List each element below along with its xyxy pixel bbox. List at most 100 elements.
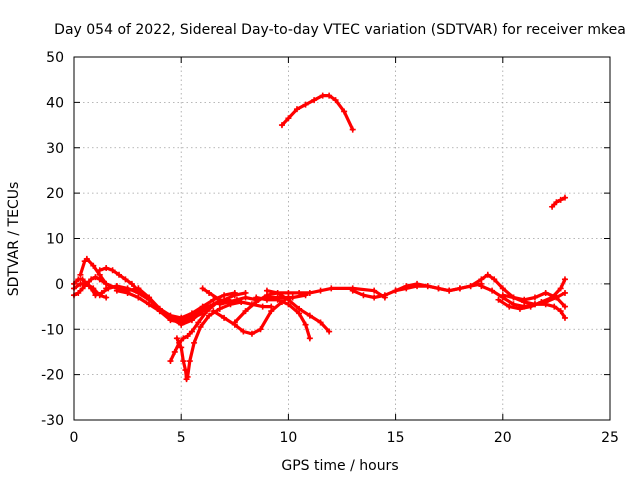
data-point — [231, 292, 238, 299]
data-point — [259, 303, 266, 310]
data-point — [531, 294, 538, 301]
data-point — [242, 294, 249, 301]
data-point — [146, 294, 153, 301]
data-point — [561, 314, 568, 321]
data-point — [96, 292, 103, 299]
data-point — [203, 308, 210, 315]
data-point — [332, 97, 339, 104]
data-point — [381, 292, 388, 299]
data-point — [302, 101, 309, 108]
data-point — [446, 287, 453, 294]
data-point — [83, 280, 90, 287]
y-tick-label: 10 — [46, 232, 64, 248]
data-point — [371, 287, 378, 294]
y-tick-label: -30 — [41, 413, 64, 429]
data-point — [122, 276, 129, 283]
series-line-arc-17 — [280, 93, 355, 132]
data-point — [306, 289, 313, 296]
data-point — [240, 328, 247, 335]
data-point — [553, 294, 560, 301]
data-point — [478, 276, 485, 283]
data-point — [146, 301, 153, 308]
data-point — [491, 276, 498, 283]
data-point — [103, 294, 110, 301]
data-point — [77, 280, 84, 287]
data-point — [268, 308, 275, 315]
data-point — [557, 196, 564, 203]
data-point — [216, 301, 223, 308]
data-point — [311, 97, 318, 104]
data-point — [186, 358, 193, 365]
data-point — [510, 294, 517, 301]
data-point — [195, 319, 202, 326]
x-tick-label: 10 — [279, 430, 297, 446]
data-point — [341, 108, 348, 115]
data-point — [79, 276, 86, 283]
data-point — [403, 285, 410, 292]
y-tick-label: 30 — [46, 141, 64, 157]
data-point — [506, 303, 513, 310]
data-point — [167, 358, 174, 365]
data-point — [221, 314, 228, 321]
data-point — [75, 289, 82, 296]
data-point — [182, 367, 189, 374]
data-point — [521, 299, 528, 306]
data-point — [79, 285, 86, 292]
data-point — [289, 294, 296, 301]
data-point — [167, 317, 174, 324]
x-tick-label: 25 — [601, 430, 619, 446]
data-point — [92, 274, 99, 281]
data-point — [478, 283, 485, 290]
data-point — [263, 292, 270, 299]
data-point — [553, 199, 560, 206]
data-point — [274, 289, 281, 296]
x-axis-label: GPS time / hours — [281, 458, 398, 474]
data-point — [173, 335, 180, 342]
data-point — [306, 335, 313, 342]
data-point — [257, 326, 264, 333]
data-point — [188, 314, 195, 321]
data-point — [326, 328, 333, 335]
data-point — [109, 267, 116, 274]
data-point — [210, 308, 217, 315]
data-point — [467, 283, 474, 290]
data-point — [296, 289, 303, 296]
data-point — [128, 280, 135, 287]
data-point — [285, 289, 292, 296]
data-point — [302, 321, 309, 328]
data-point — [103, 285, 110, 292]
data-point — [495, 296, 502, 303]
data-point — [180, 358, 187, 365]
data-point — [371, 294, 378, 301]
data-point — [199, 285, 206, 292]
data-point — [499, 292, 506, 299]
data-point — [191, 339, 198, 346]
data-point — [184, 333, 191, 340]
data-point — [542, 301, 549, 308]
data-point — [349, 287, 356, 294]
data-point — [103, 264, 110, 271]
data-point — [285, 115, 292, 122]
x-tick-label: 20 — [494, 430, 512, 446]
data-point — [561, 276, 568, 283]
series-line-arc-14 — [254, 295, 312, 340]
data-point — [557, 308, 564, 315]
data-point — [242, 308, 249, 315]
data-point — [551, 303, 558, 310]
data-series — [71, 92, 568, 383]
data-point — [435, 285, 442, 292]
data-point — [83, 255, 90, 262]
data-point — [317, 319, 324, 326]
data-point — [77, 271, 84, 278]
data-point — [489, 287, 496, 294]
x-tick-label: 15 — [387, 430, 405, 446]
data-point — [206, 312, 213, 319]
data-point — [326, 92, 333, 99]
data-point — [317, 287, 324, 294]
data-point — [225, 299, 232, 306]
data-point — [561, 303, 568, 310]
data-point — [135, 285, 142, 292]
data-point — [414, 283, 421, 290]
data-point — [499, 285, 506, 292]
